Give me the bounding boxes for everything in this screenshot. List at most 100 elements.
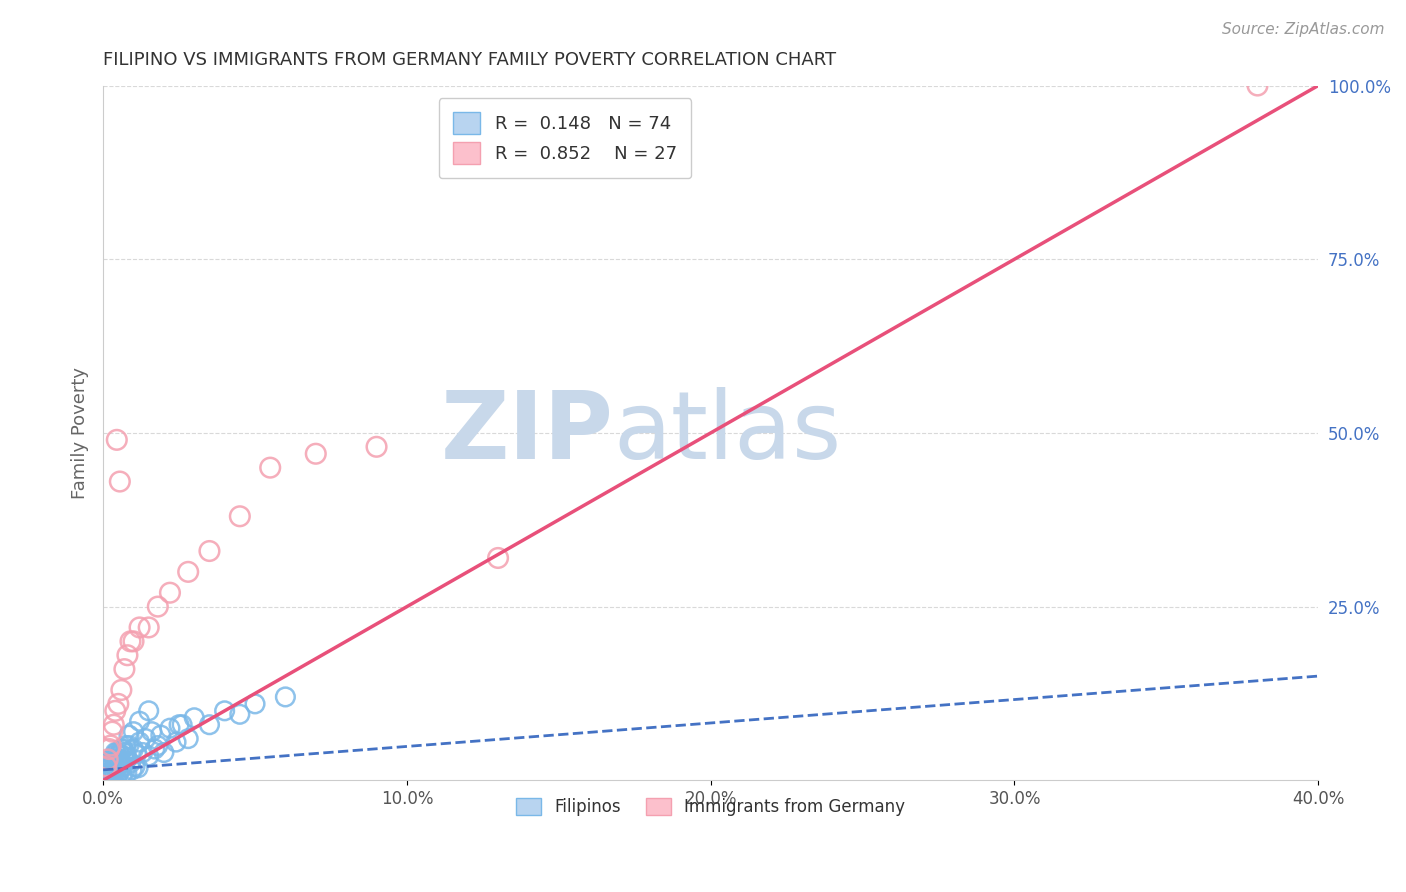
Point <box>94 766 117 780</box>
Point <box>115 739 138 753</box>
Point <box>138 620 160 634</box>
Point <box>122 724 145 739</box>
Point <box>111 759 134 773</box>
Point <box>107 752 129 766</box>
Point <box>111 768 134 782</box>
Point <box>198 544 221 558</box>
Point <box>104 759 127 773</box>
Point <box>101 754 124 768</box>
Point <box>112 764 135 779</box>
Point <box>100 768 122 782</box>
Point <box>105 770 128 784</box>
Point <box>98 770 121 784</box>
Point <box>105 746 128 760</box>
Point <box>103 764 125 779</box>
Point <box>243 697 266 711</box>
Point <box>120 756 142 770</box>
Point <box>149 728 172 742</box>
Point <box>167 717 190 731</box>
Point <box>259 460 281 475</box>
Point <box>159 585 181 599</box>
Point <box>108 752 131 766</box>
Text: ZIP: ZIP <box>440 387 613 479</box>
Point <box>138 704 160 718</box>
Point <box>135 731 157 746</box>
Point <box>153 746 176 760</box>
Point <box>124 759 146 773</box>
Point <box>198 717 221 731</box>
Point <box>118 728 141 742</box>
Point <box>141 724 163 739</box>
Point <box>112 749 135 764</box>
Legend: Filipinos, Immigrants from Germany: Filipinos, Immigrants from Germany <box>508 789 914 824</box>
Point <box>97 752 120 766</box>
Point <box>104 704 127 718</box>
Point <box>98 761 121 775</box>
Point <box>93 770 115 784</box>
Point <box>120 634 142 648</box>
Point <box>128 714 150 729</box>
Text: atlas: atlas <box>613 387 842 479</box>
Point <box>101 763 124 777</box>
Point <box>104 763 127 777</box>
Y-axis label: Family Poverty: Family Poverty <box>72 367 89 499</box>
Point <box>100 752 122 766</box>
Text: FILIPINO VS IMMIGRANTS FROM GERMANY FAMILY POVERTY CORRELATION CHART: FILIPINO VS IMMIGRANTS FROM GERMANY FAMI… <box>103 51 837 69</box>
Point <box>122 742 145 756</box>
Point <box>114 746 136 760</box>
Point <box>103 751 125 765</box>
Point <box>115 766 138 780</box>
Point <box>111 742 134 756</box>
Point <box>105 433 128 447</box>
Point <box>97 764 120 779</box>
Point <box>100 739 122 753</box>
Point <box>165 735 187 749</box>
Point <box>103 717 125 731</box>
Point <box>117 648 139 663</box>
Point <box>143 742 166 756</box>
Point <box>146 599 169 614</box>
Point <box>96 763 118 777</box>
Point <box>96 771 118 785</box>
Point <box>97 759 120 773</box>
Point <box>115 754 138 768</box>
Point <box>108 747 131 761</box>
Point <box>274 690 297 704</box>
Point <box>366 440 388 454</box>
Point <box>159 721 181 735</box>
Point <box>98 742 121 756</box>
Point <box>101 724 124 739</box>
Point <box>183 711 205 725</box>
Text: Source: ZipAtlas.com: Source: ZipAtlas.com <box>1222 22 1385 37</box>
Point <box>96 759 118 773</box>
Point <box>131 746 153 760</box>
Point <box>107 697 129 711</box>
Point <box>486 551 509 566</box>
Point <box>138 749 160 764</box>
Point <box>146 739 169 753</box>
Point <box>107 766 129 780</box>
Point <box>108 758 131 772</box>
Point <box>118 739 141 753</box>
Point <box>172 717 194 731</box>
Point <box>117 751 139 765</box>
Point <box>214 704 236 718</box>
Point <box>128 620 150 634</box>
Point <box>104 768 127 782</box>
Point <box>177 731 200 746</box>
Point <box>229 509 252 524</box>
Point <box>177 565 200 579</box>
Point <box>101 771 124 785</box>
Point <box>122 634 145 648</box>
Point <box>112 662 135 676</box>
Point <box>128 735 150 749</box>
Point <box>125 747 148 761</box>
Point <box>110 742 132 756</box>
Point <box>1246 78 1268 93</box>
Point <box>108 475 131 489</box>
Point <box>229 707 252 722</box>
Point <box>121 763 143 777</box>
Point <box>110 763 132 777</box>
Point <box>305 447 328 461</box>
Point <box>110 683 132 698</box>
